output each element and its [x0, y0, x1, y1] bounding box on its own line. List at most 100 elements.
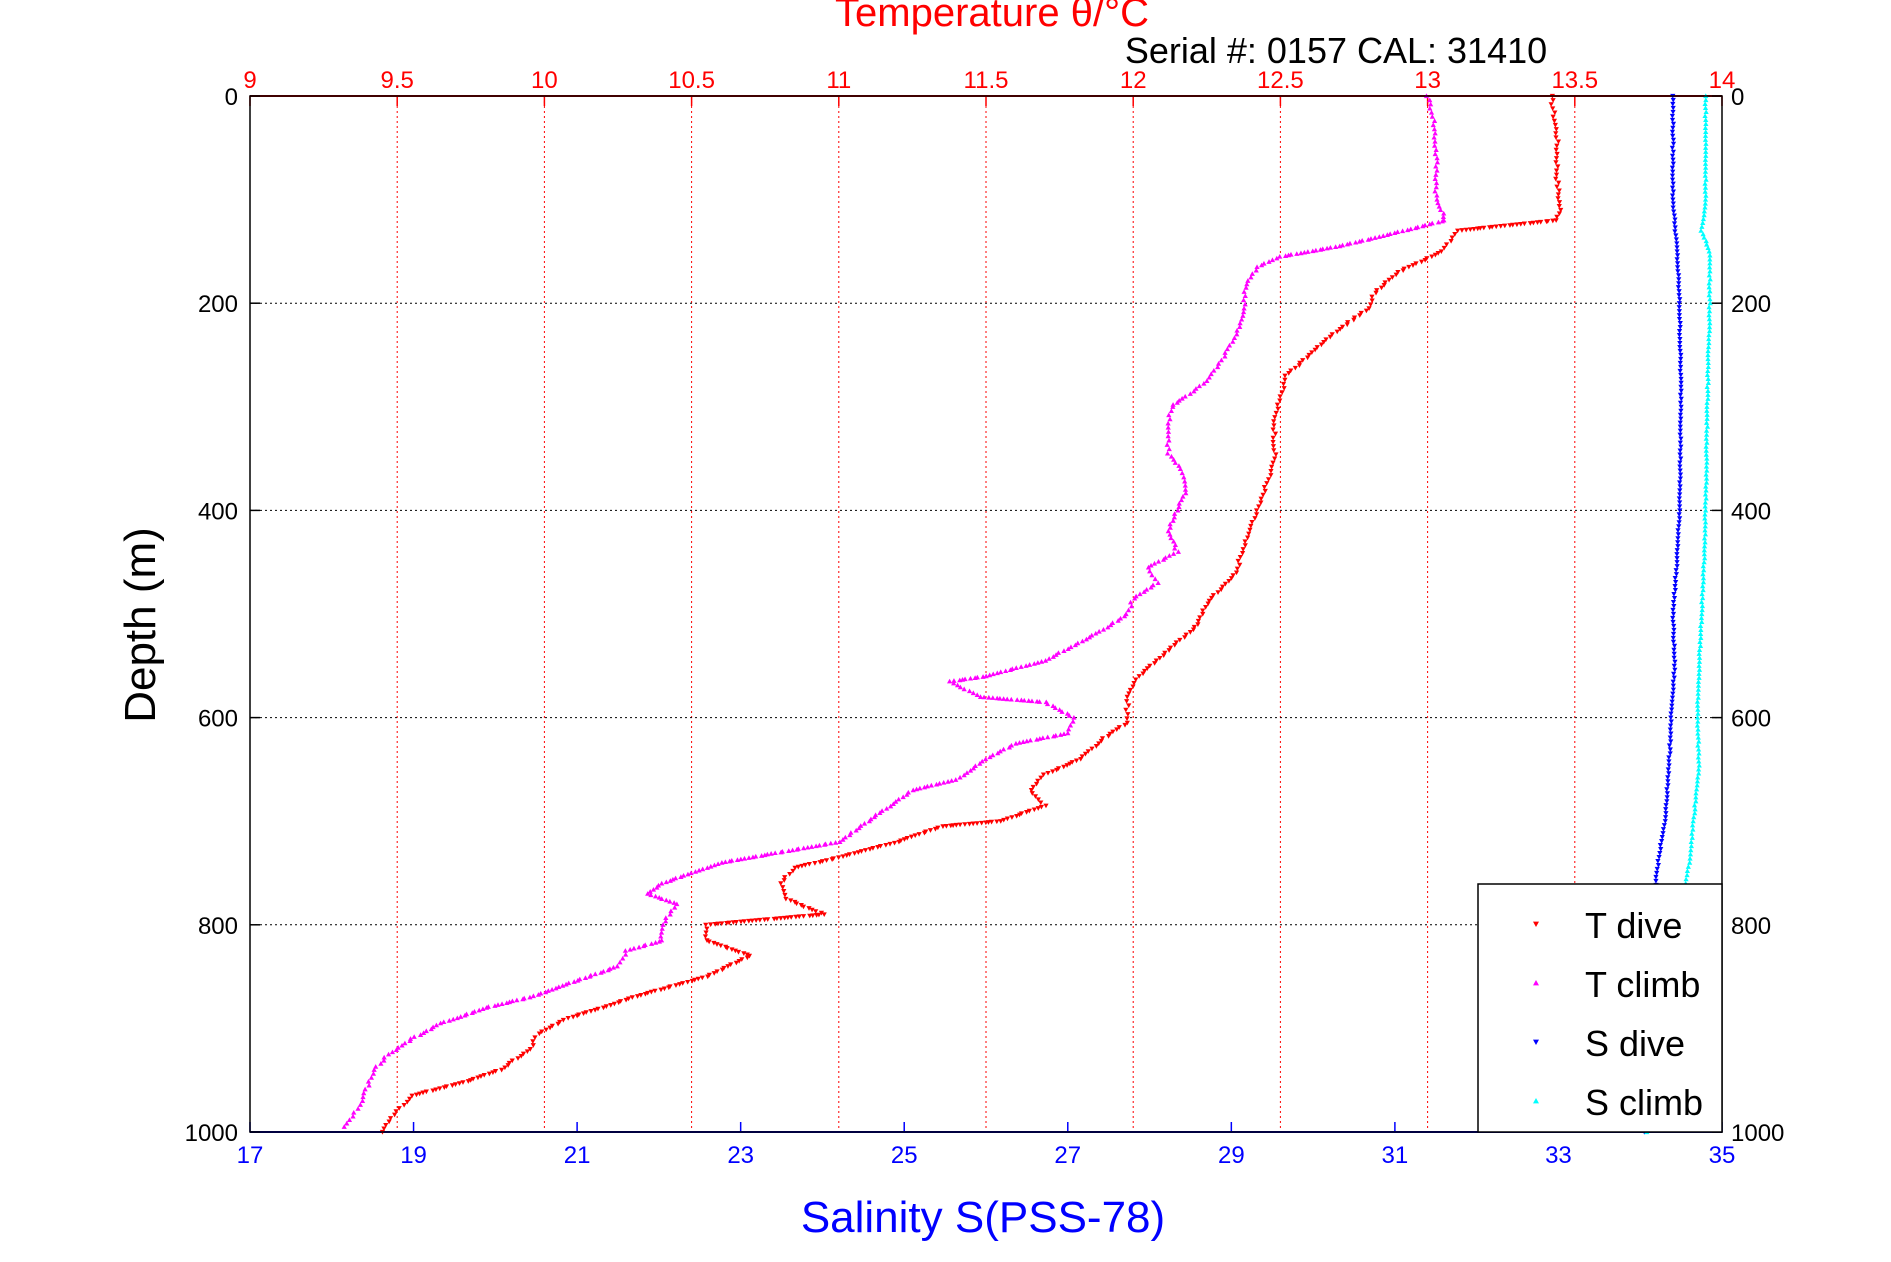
salinity-tick-label: 19	[400, 1142, 427, 1169]
data-point	[1678, 380, 1684, 386]
data-point	[1702, 101, 1708, 107]
data-point	[947, 678, 953, 684]
legend-label: S dive	[1585, 1023, 1685, 1064]
data-point	[1242, 293, 1248, 299]
data-point	[1666, 759, 1672, 765]
legend: T dive T climb S dive S climb	[1477, 883, 1723, 1133]
data-point	[1244, 281, 1250, 287]
data-point	[728, 962, 734, 968]
data-point	[385, 1051, 392, 1057]
data-point	[1674, 241, 1680, 247]
data-point	[813, 843, 819, 849]
legend-label: T dive	[1585, 905, 1682, 946]
data-point	[703, 930, 709, 936]
data-point	[970, 765, 977, 771]
data-point	[1050, 703, 1056, 709]
data-point	[1678, 456, 1684, 462]
data-point	[1027, 737, 1033, 743]
data-point	[945, 779, 951, 784]
data-point	[1701, 543, 1708, 549]
data-point	[1670, 687, 1676, 693]
data-point	[1703, 495, 1709, 501]
data-point	[1269, 257, 1276, 263]
data-point	[1704, 416, 1710, 421]
data-point	[1670, 639, 1677, 645]
data-point	[560, 983, 566, 988]
data-point	[1182, 487, 1189, 492]
data-point	[366, 1082, 372, 1088]
data-point	[738, 919, 744, 925]
data-point	[1553, 160, 1559, 165]
data-point	[1173, 640, 1179, 646]
data-point	[1706, 308, 1713, 314]
data-point	[1705, 356, 1711, 362]
data-point	[1050, 654, 1056, 659]
data-point	[1695, 766, 1702, 772]
data-point	[1258, 496, 1264, 502]
data-point	[1670, 169, 1676, 175]
data-point	[663, 918, 669, 924]
data-point	[1695, 679, 1702, 684]
data-point	[1071, 715, 1077, 720]
data-point	[571, 979, 577, 984]
data-point	[1004, 696, 1010, 702]
data-point	[719, 860, 725, 865]
data-point	[1413, 261, 1419, 267]
data-point	[1704, 420, 1710, 425]
data-point	[1209, 595, 1215, 601]
data-point	[1043, 803, 1049, 809]
data-point	[652, 940, 659, 945]
data-point	[1222, 350, 1228, 355]
data-point	[1705, 380, 1711, 385]
data-point	[1705, 396, 1711, 401]
data-point	[1695, 695, 1701, 700]
data-point	[964, 770, 970, 775]
data-point	[1695, 742, 1701, 748]
data-point	[634, 994, 641, 999]
data-point	[1674, 548, 1680, 553]
data-point	[1052, 705, 1058, 710]
data-point	[361, 1090, 367, 1096]
data-point	[1123, 707, 1129, 713]
data-point	[1170, 518, 1176, 523]
data-point	[1059, 709, 1065, 714]
data-point	[1166, 437, 1172, 443]
data-point	[1069, 760, 1075, 765]
data-point	[1258, 500, 1264, 506]
data-point	[509, 1058, 515, 1064]
data-point	[588, 1009, 594, 1014]
data-point	[1168, 408, 1174, 414]
data-point	[1437, 207, 1444, 213]
data-point	[1008, 696, 1014, 702]
data-point	[1514, 222, 1520, 228]
data-point	[1265, 477, 1272, 482]
data-point	[1233, 570, 1240, 576]
data-point	[1699, 591, 1705, 597]
data-point	[1148, 584, 1154, 590]
data-point	[1434, 155, 1440, 161]
data-point	[1023, 810, 1030, 815]
data-point	[782, 892, 788, 898]
data-point	[951, 680, 957, 686]
data-point	[598, 970, 604, 975]
data-point	[1177, 637, 1183, 643]
data-point	[1380, 233, 1386, 238]
data-point	[1151, 560, 1158, 566]
data-point	[807, 913, 813, 919]
data-point	[1703, 109, 1709, 115]
data-point	[1271, 448, 1277, 453]
data-point	[1266, 259, 1272, 264]
data-point	[1670, 161, 1676, 167]
data-point	[386, 1119, 392, 1125]
data-point	[1702, 515, 1708, 521]
data-point	[933, 781, 940, 787]
data-point	[1702, 511, 1708, 517]
data-point	[1695, 746, 1702, 752]
data-point	[840, 854, 846, 860]
data-point	[1031, 807, 1037, 813]
data-point	[1701, 559, 1707, 565]
data-point	[483, 1005, 490, 1010]
data-point	[793, 901, 800, 907]
data-point	[1093, 630, 1099, 636]
legend-marker	[1533, 980, 1539, 986]
